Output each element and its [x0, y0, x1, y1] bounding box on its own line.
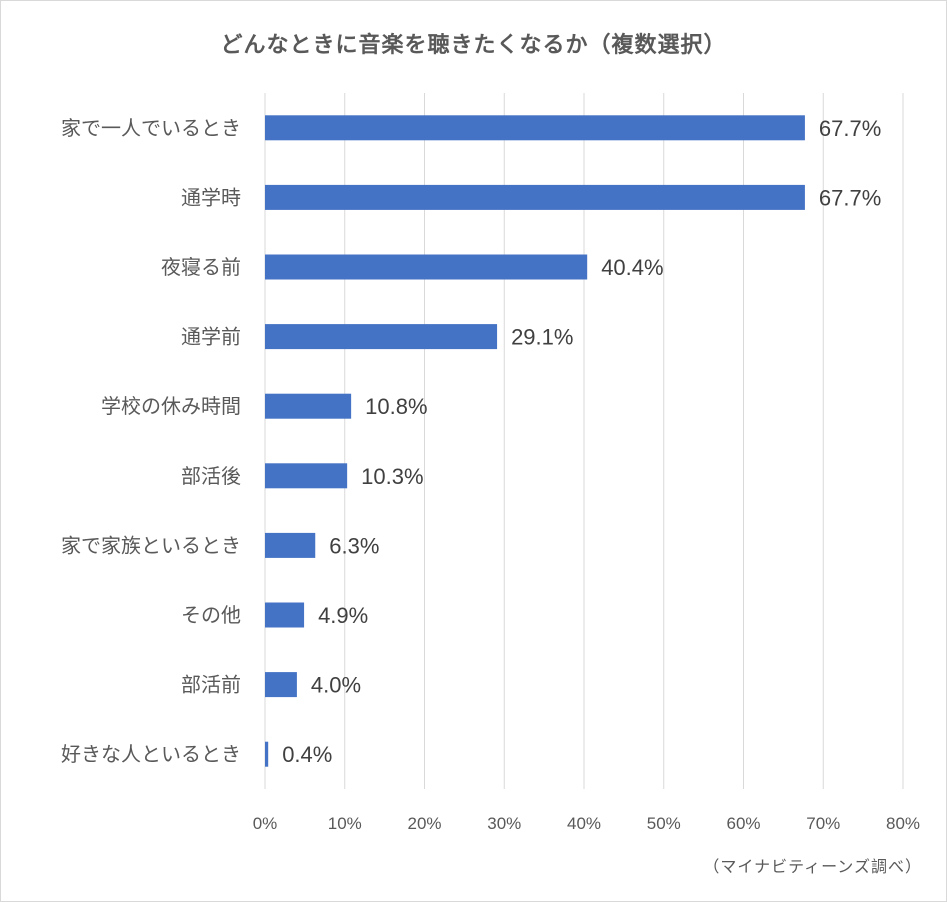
- x-tick-label: 20%: [407, 814, 441, 833]
- data-label: 6.3%: [329, 533, 379, 558]
- data-label: 67.7%: [819, 116, 881, 141]
- data-label: 10.3%: [361, 464, 423, 489]
- category-label: 通学時: [181, 185, 241, 209]
- data-label: 67.7%: [819, 185, 881, 210]
- category-label: 学校の休み時間: [101, 394, 241, 418]
- bar: [265, 393, 352, 419]
- bar: [265, 672, 297, 698]
- x-tick-label: 50%: [647, 814, 681, 833]
- x-tick-label: 30%: [487, 814, 521, 833]
- data-label: 10.8%: [365, 394, 427, 419]
- bar: [265, 463, 348, 489]
- bars: [265, 115, 805, 767]
- x-axis-tick-labels: 0% 10% 20% 30% 40% 50% 60% 70% 80%: [253, 814, 920, 833]
- chart-title: どんなときに音楽を聴きたくなるか（複数選択）: [220, 33, 727, 58]
- x-tick-label: 40%: [567, 814, 601, 833]
- source-note: （マイナビティーンズ調べ）: [703, 857, 922, 876]
- category-label: 部活後: [181, 464, 241, 488]
- x-tick-label: 0%: [253, 814, 278, 833]
- category-label: 好きな人といるとき: [61, 742, 241, 766]
- category-label: その他: [181, 603, 241, 627]
- category-labels: 家で一人でいるとき通学時夜寝る前通学前学校の休み時間部活後家で家族といるときその…: [61, 116, 241, 766]
- x-tick-label: 60%: [726, 814, 760, 833]
- bar: [265, 741, 269, 767]
- data-label: 29.1%: [511, 325, 573, 350]
- data-label: 4.9%: [318, 603, 368, 628]
- bar: [265, 115, 805, 141]
- x-tick-label: 70%: [806, 814, 840, 833]
- bar: [265, 602, 305, 628]
- bar: [265, 254, 588, 280]
- category-label: 通学前: [181, 325, 241, 349]
- x-tick-label: 80%: [886, 814, 920, 833]
- data-label: 40.4%: [601, 255, 663, 280]
- bar: [265, 324, 498, 350]
- bar: [265, 184, 805, 210]
- category-label: 家で一人でいるとき: [61, 116, 241, 140]
- category-label: 夜寝る前: [161, 255, 241, 279]
- data-label: 4.0%: [311, 673, 361, 698]
- bar: [265, 532, 316, 558]
- category-label: 家で家族といるとき: [61, 533, 241, 557]
- x-tick-label: 10%: [328, 814, 362, 833]
- category-label: 部活前: [181, 673, 241, 697]
- data-label: 0.4%: [282, 742, 332, 767]
- value-labels: 67.7% 67.7% 40.4% 29.1% 10.8% 10.3% 6.3% 4.9% 4.…: [282, 116, 881, 767]
